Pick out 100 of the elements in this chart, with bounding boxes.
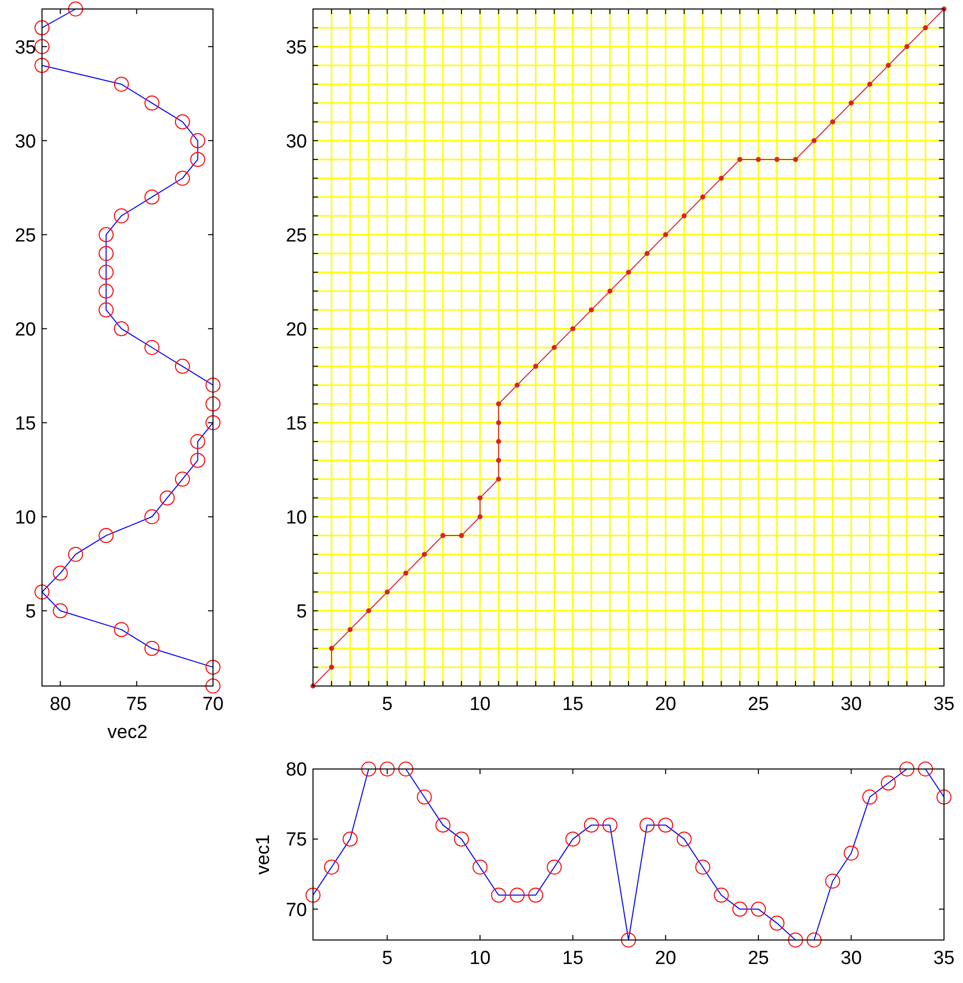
y-tick-label: 5 [296,601,307,622]
point [528,888,544,903]
point [190,152,206,167]
x-tick-label: 10 [469,694,491,715]
y-tick-label: 25 [286,225,307,246]
point [440,533,446,538]
x-tick-label: 30 [840,948,862,969]
point [160,490,175,506]
y-tick-label: 30 [14,131,36,152]
point [68,2,84,16]
point [607,288,612,294]
point [422,552,427,557]
point [867,82,872,87]
point [695,860,710,875]
point [918,762,933,776]
x-tick-label: 25 [748,694,769,715]
point [114,321,129,336]
point [98,246,114,261]
point [174,170,190,186]
point [206,678,220,694]
point [98,227,114,242]
point [478,495,483,500]
y-tick-label: 35 [14,37,36,58]
point [676,832,692,847]
x-tick-label: 20 [655,694,676,715]
point [714,888,729,903]
x-tick-label: 15 [562,948,584,969]
point [403,570,408,576]
point [190,434,206,450]
point [348,627,353,632]
point [361,762,376,776]
point [732,902,748,917]
y-tick-label: 5 [25,601,36,622]
x-tick-label: 70 [202,694,224,715]
point [769,916,784,931]
point [514,382,520,388]
point [663,232,668,238]
point [144,190,160,205]
point [144,509,160,524]
point [144,640,160,656]
point [552,345,557,350]
point [98,302,114,318]
point [922,25,928,30]
point [206,378,220,393]
point [384,589,390,594]
point [496,401,502,406]
point [621,932,636,948]
point [644,250,650,256]
point [342,832,358,847]
point [206,660,220,675]
point [496,476,502,482]
y-tick-label: 75 [286,830,307,851]
point [52,566,68,581]
point [936,790,952,805]
x-tick-label: 25 [748,948,769,969]
point [626,270,631,275]
y-tick-label: 15 [14,413,36,434]
point [34,584,50,600]
y-axis-title: vec1 [253,834,274,875]
point [366,608,372,614]
y-tick-label: 10 [286,507,307,528]
point [416,790,432,805]
point [570,326,576,332]
point [329,646,334,651]
point [825,874,840,889]
point [496,439,502,444]
y-tick-label: 80 [286,760,307,781]
point [565,832,580,847]
y-tick-label: 10 [14,507,36,528]
y-tick-label: 25 [14,225,36,246]
point [904,44,910,50]
point [844,846,859,861]
point [658,818,674,833]
point [190,133,206,148]
point [306,888,320,903]
point [496,420,502,426]
point [34,58,50,73]
point [174,358,190,374]
point [640,818,655,833]
point [98,528,114,544]
y-tick-label: 35 [286,37,307,58]
point [602,818,618,833]
point [533,364,538,369]
x-tick-label: 80 [50,694,71,715]
point [700,194,706,200]
point [114,208,129,224]
x-axis-title: vec2 [107,722,148,743]
point [880,776,896,791]
x-tick-label: 35 [933,948,955,969]
point [848,100,854,106]
point [206,415,220,430]
point [491,888,506,903]
y-tick-label: 70 [286,900,307,921]
y-tick-label: 20 [286,319,307,340]
x-tick-label: 5 [382,694,393,715]
point [52,603,68,618]
y-tick-label: 15 [286,413,307,434]
point [206,396,220,412]
point [454,832,469,847]
point [98,264,114,280]
